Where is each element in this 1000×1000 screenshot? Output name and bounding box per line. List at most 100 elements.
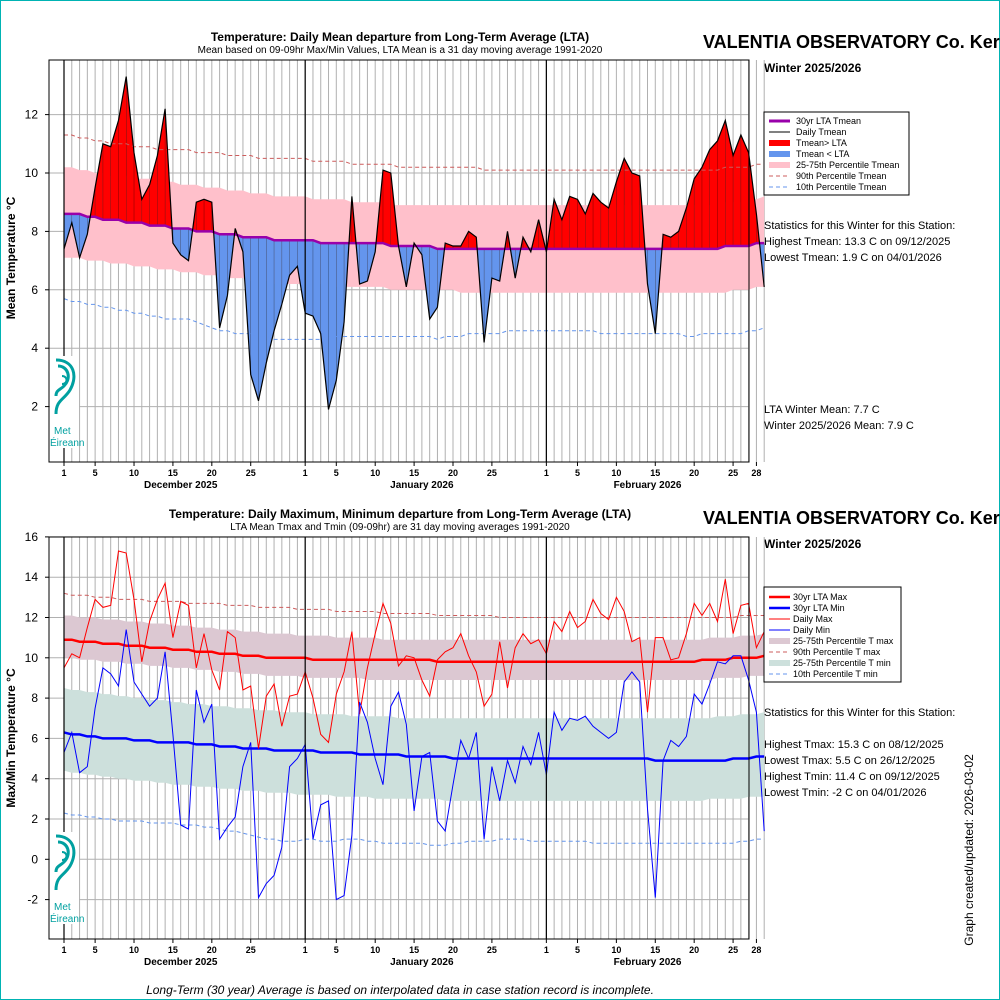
chart1-x-tick-label: 20	[207, 468, 217, 478]
chart2-month-label: December 2025	[144, 957, 218, 968]
above-lta-area	[694, 167, 702, 249]
below-lta-area	[281, 240, 290, 305]
below-lta-area	[305, 240, 313, 317]
logo-text: Éireann	[50, 912, 84, 925]
legend-label: 90th Percentile Tmean	[796, 171, 886, 181]
above-lta-area	[95, 143, 103, 220]
above-lta-area	[663, 234, 671, 249]
met-eireann-logo: Met Éireann	[50, 832, 84, 925]
above-lta-area	[383, 170, 391, 246]
chart2-y-tick-label: 0	[31, 852, 38, 866]
chart2-stat-lowest-tmin: Lowest Tmin: -2 C on 04/01/2026	[764, 787, 926, 799]
chart1-y-tick-label: 10	[25, 166, 39, 180]
chart1-ylabel: Mean Temperature °C	[4, 196, 18, 319]
chart2-p10-line	[63, 812, 765, 846]
chart2-percentile-band-min	[64, 688, 765, 801]
chart2-lta-min-line	[63, 731, 765, 762]
logo-text: Met	[54, 426, 71, 437]
legend-label: Daily Min	[793, 625, 830, 635]
chart2-y-tick-label: 2	[31, 812, 38, 826]
chart2-y-tick-label: 12	[25, 611, 39, 625]
legend-label: 30yr LTA Max	[793, 592, 848, 602]
above-lta-area	[134, 152, 142, 223]
above-lta-area	[600, 202, 609, 249]
above-lta-area	[126, 76, 134, 223]
chart2-daily-min-line	[63, 629, 765, 901]
chart1-x-tick-label: 5	[93, 468, 98, 478]
chart2-y-tick-label: 16	[25, 530, 39, 544]
above-lta-area	[569, 196, 578, 249]
above-lta-area	[102, 143, 111, 220]
logo-text: Éireann	[50, 436, 84, 449]
chart2-y-tick-label: 8	[31, 691, 38, 705]
above-lta-area	[631, 173, 640, 249]
chart2-x-tick-label: 1	[303, 945, 308, 955]
chart2-x-tick-label: 10	[129, 945, 139, 955]
above-lta-area	[554, 199, 562, 249]
chart2-y-tick-label: 6	[31, 731, 38, 745]
above-lta-area	[585, 193, 593, 249]
chart1-season-mean: Winter 2025/2026 Mean: 7.9 C	[764, 420, 914, 432]
chart1-title: Temperature: Daily Mean departure from L…	[211, 30, 589, 44]
above-lta-area	[686, 178, 695, 249]
above-lta-area	[616, 158, 625, 249]
chart2-ylabel: Max/Min Temperature °C	[4, 668, 18, 808]
chart1-p10-line	[63, 298, 765, 340]
above-lta-area	[740, 135, 749, 246]
chart2-stat-highest-tmax: Highest Tmax: 15.3 C on 08/12/2025	[764, 739, 944, 751]
below-lta-area	[328, 243, 337, 410]
chart2-y-tick-label: 14	[25, 570, 39, 584]
chart1-lta-mean: LTA Winter Mean: 7.7 C	[764, 404, 880, 416]
chart1-daily-line	[63, 76, 765, 410]
legend-label: Tmean> LTA	[796, 138, 847, 148]
chart1-station-name: VALENTIA OBSERVATORY Co. Kerry	[703, 32, 1000, 52]
below-lta-area	[274, 240, 282, 331]
chart2-lta-max-line	[64, 638, 765, 664]
chart2-x-tick-label: 15	[409, 945, 419, 955]
chart1-stat-highest: Highest Tmean: 13.3 C on 09/12/2025	[764, 236, 950, 248]
chart2-y-tick-label: 10	[25, 651, 39, 665]
chart1-x-tick-label: 5	[334, 468, 339, 478]
above-lta-area	[608, 181, 617, 249]
chart1-x-tick-label: 1	[544, 468, 549, 478]
below-lta-area	[64, 213, 72, 249]
below-lta-area	[79, 213, 88, 258]
below-lta-area	[172, 228, 181, 255]
chart2-x-tick-label: 10	[370, 945, 380, 955]
legend-label: 10th Percentile Tmean	[796, 182, 886, 192]
chart2-x-tick-label: 1	[544, 945, 549, 955]
chart2-season: Winter 2025/2026	[764, 537, 862, 551]
chart2-station-name: VALENTIA OBSERVATORY Co. Kerry	[703, 508, 1000, 528]
above-lta-area	[678, 208, 687, 249]
above-lta-area	[196, 199, 204, 232]
chart2-daily-max-line	[63, 550, 765, 749]
above-lta-area	[709, 140, 718, 249]
chart2-stat-lowest-tmax: Lowest Tmax: 5.5 C on 26/12/2025	[764, 755, 935, 767]
below-lta-area	[359, 243, 368, 284]
chart1-x-tick-label: 15	[168, 468, 178, 478]
chart2-y-tick-label: -2	[27, 893, 38, 907]
above-lta-area	[717, 120, 726, 249]
chart2-x-tick-label: 20	[689, 945, 699, 955]
chart1-x-tick-label: 15	[409, 468, 419, 478]
met-eireann-logo: Met Éireann	[50, 356, 84, 449]
above-lta-area	[593, 193, 601, 249]
chart1-x-tick-label: 15	[650, 468, 660, 478]
above-lta-area	[725, 120, 734, 246]
chart1-y-tick-label: 8	[31, 224, 38, 238]
chart2-x-tick-label: 1	[61, 945, 66, 955]
chart1-x-tick-label: 1	[61, 468, 66, 478]
below-lta-area	[647, 248, 656, 334]
chart1-legend: 30yr LTA Tmean Daily Tmean Tmean> LTA Tm…	[763, 111, 910, 196]
legend-label: 30yr LTA Min	[793, 603, 845, 613]
below-lta-area	[320, 243, 329, 410]
legend-label: 90th Percentile T max	[793, 647, 881, 657]
chart2-subtitle: LTA Mean Tmax and Tmin (09-09hr) are 31 …	[230, 522, 570, 533]
above-lta-area	[110, 120, 119, 220]
below-lta-area	[219, 234, 228, 328]
chart2-x-tick-label: 25	[728, 945, 738, 955]
chart2-x-tick-label: 5	[575, 945, 580, 955]
above-lta-area	[624, 158, 632, 249]
above-lta-area	[204, 199, 212, 232]
